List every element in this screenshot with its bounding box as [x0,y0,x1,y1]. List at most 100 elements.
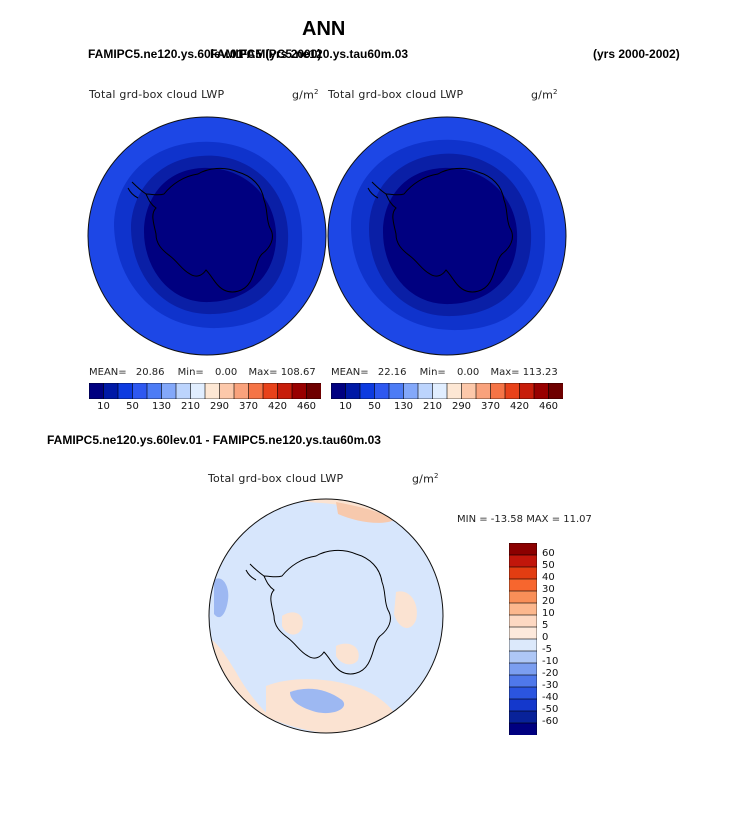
colorbar-swatch [161,383,177,399]
case-right-label: FAMIPC5.ne120.ys.tau60m.03 [240,47,409,61]
panel1-stats: MEAN= 20.86 Min= 0.00 Max= 108.67 [89,367,316,378]
diff-colorbar-swatch [509,590,537,604]
panel2-antarctica-outline [385,167,513,293]
colorbar-tick-label: 460 [296,401,317,412]
colorbar-tick-label: 50 [126,401,139,412]
chart-title: ANN [302,18,346,40]
colorbar-swatch [519,383,535,399]
colorbar-tick-label: 210 [422,401,443,412]
panel1-band-core [144,167,277,303]
colorbar-swatch [446,383,463,399]
diff-units: g/m2 [412,472,439,486]
diff-units-base: g/m [412,472,435,486]
colorbar-tick-label: 370 [238,401,259,412]
diff-positive-top-strong [336,502,394,523]
panel2-min-value: 0.00 [456,367,480,378]
diff-antarctica-outline [263,549,391,675]
colorbar-swatch [103,383,119,399]
colorbar-swatch [475,383,492,399]
diff-colorbar-swatch [509,566,537,580]
colorbar-tick-label: 210 [180,401,201,412]
diff-colorbar-tick-label: 40 [542,572,555,583]
diff-colorbar-swatch [509,626,537,640]
panel2-max-value: 113.23 [522,367,558,378]
panel1-max-value: 108.67 [280,367,316,378]
diff-positive-center [282,612,303,635]
colorbar-tick-label: 420 [267,401,288,412]
panel2-units-exp: 2 [553,88,558,96]
diff-colorbar-swatch [509,578,537,592]
colorbar-tick-label: 370 [480,401,501,412]
diff-positive-south [336,643,359,665]
diff-colorbar [509,543,537,735]
panel1-field-label: Total grd-box cloud LWP [89,88,225,101]
diff-colorbar-tick-label: 60 [542,548,555,559]
colorbar-tick-label: 460 [538,401,559,412]
panel2-mean-value: 22.16 [377,367,407,378]
colorbar-tick-label: 290 [451,401,472,412]
colorbar-swatch [306,383,321,399]
diff-colorbar-tick-label: 50 [542,560,555,571]
diff-title: FAMIPC5.ne120.ys.60lev.01 - FAMIPC5.ne12… [47,433,381,447]
diff-colorbar-swatch [509,543,537,556]
diff-colorbar-tick-label: 10 [542,608,555,619]
diff-field-label: Total grd-box cloud LWP [208,472,344,485]
diff-colorbar-ticks: 60 50 40 30 20 10 5 0 -5 -10 -20 -30 -40 -50 -60 [542,543,582,735]
diff-colorbar-tick-label: -30 [542,680,559,691]
panel1-max-label: Max= [248,367,278,378]
diff-colorbar-swatch [509,614,537,628]
panel1-map-border [87,116,327,356]
panel2-colorbar-ticks: 10 50 130 210 290 370 420 460 [331,401,563,415]
diff-colorbar-swatch [509,662,537,676]
colorbar-swatch [461,383,477,399]
diff-colorbar-swatch [509,554,537,568]
diff-peninsula-outline [245,563,265,581]
colorbar-swatch [132,383,148,399]
diff-colorbar-tick-label: -50 [542,704,559,715]
diff-colorbar-swatch [509,722,537,735]
panel2-peninsula-outline [367,181,387,199]
panel2-map [327,116,567,356]
colorbar-swatch [403,383,419,399]
colorbar-swatch [262,383,279,399]
panel2-mean-label: MEAN= [331,367,369,378]
colorbar-swatch [291,383,308,399]
diff-colorbar-tick-label: -5 [542,644,552,655]
colorbar-swatch [175,383,192,399]
panel2-colorbar [331,383,563,399]
colorbar-tick-label: 50 [368,401,381,412]
colorbar-swatch [219,383,235,399]
diff-colorbar-swatch [509,638,537,652]
panel2-units-base: g/m [531,88,554,102]
panel2-units: g/m2 [531,88,558,102]
diff-colorbar-swatch [509,602,537,616]
colorbar-swatch [359,383,376,399]
panel2-field-label: Total grd-box cloud LWP [328,88,464,101]
colorbar-tick-label: 10 [339,401,352,412]
colorbar-swatch [432,383,448,399]
colorbar-swatch [345,383,361,399]
colorbar-tick-label: 10 [97,401,110,412]
panel2-band-core [383,167,518,305]
colorbar-swatch [204,383,221,399]
diff-map [208,498,444,734]
panel2-min-label: Min= [419,367,446,378]
diff-colorbar-tick-label: -60 [542,716,559,727]
diff-colorbar-swatch [509,686,537,700]
diff-colorbar-tick-label: -10 [542,656,559,667]
colorbar-tick-label: 130 [393,401,414,412]
diff-colorbar-swatch [509,674,537,688]
colorbar-swatch [374,383,390,399]
panel2-max-label: Max= [490,367,520,378]
diff-colorbar-swatch [509,698,537,712]
diff-colorbar-tick-label: 5 [542,620,549,631]
diff-colorbar-swatch [509,710,537,724]
case-left-overlap-label: FAMIPC5 (yrs 2000) [210,47,322,61]
years-label: (yrs 2000-2002) [593,47,680,61]
panel1-mean-value: 20.86 [135,367,165,378]
colorbar-swatch [533,383,550,399]
diff-colorbar-tick-label: -20 [542,668,559,679]
diff-colorbar-tick-label: 20 [542,596,555,607]
panel1-min-value: 0.00 [214,367,238,378]
colorbar-swatch [277,383,293,399]
